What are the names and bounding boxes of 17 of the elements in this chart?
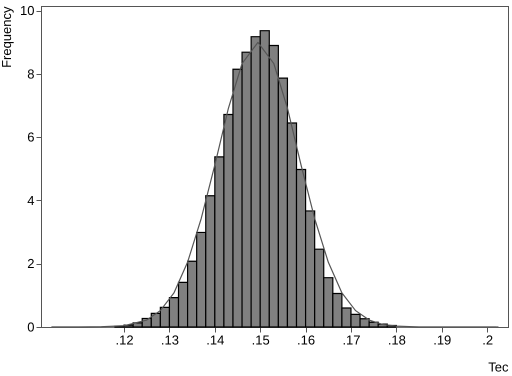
x-tick-label: .13: [160, 332, 179, 348]
y-tick-label: 4: [27, 193, 34, 208]
x-tick-label: .2: [482, 332, 494, 348]
x-tick-label: .16: [297, 332, 316, 348]
y-tick-label: 8: [27, 66, 34, 82]
x-axis-title: Tec: [488, 360, 509, 374]
y-tick-label: 10: [20, 3, 34, 18]
y-tick-label: 0: [27, 320, 34, 334]
x-tick-label: .14: [206, 332, 224, 348]
y-tick-label: 6: [27, 130, 34, 145]
y-axis-title: Frequency: [0, 6, 14, 68]
x-tick-label: .12: [116, 332, 134, 348]
x-tick-label: .18: [388, 332, 406, 348]
x-tick-label: .15: [252, 332, 270, 348]
x-tick-label: .19: [433, 332, 452, 348]
y-tick-label: 2: [27, 256, 34, 272]
x-tick-label: .17: [342, 332, 361, 348]
